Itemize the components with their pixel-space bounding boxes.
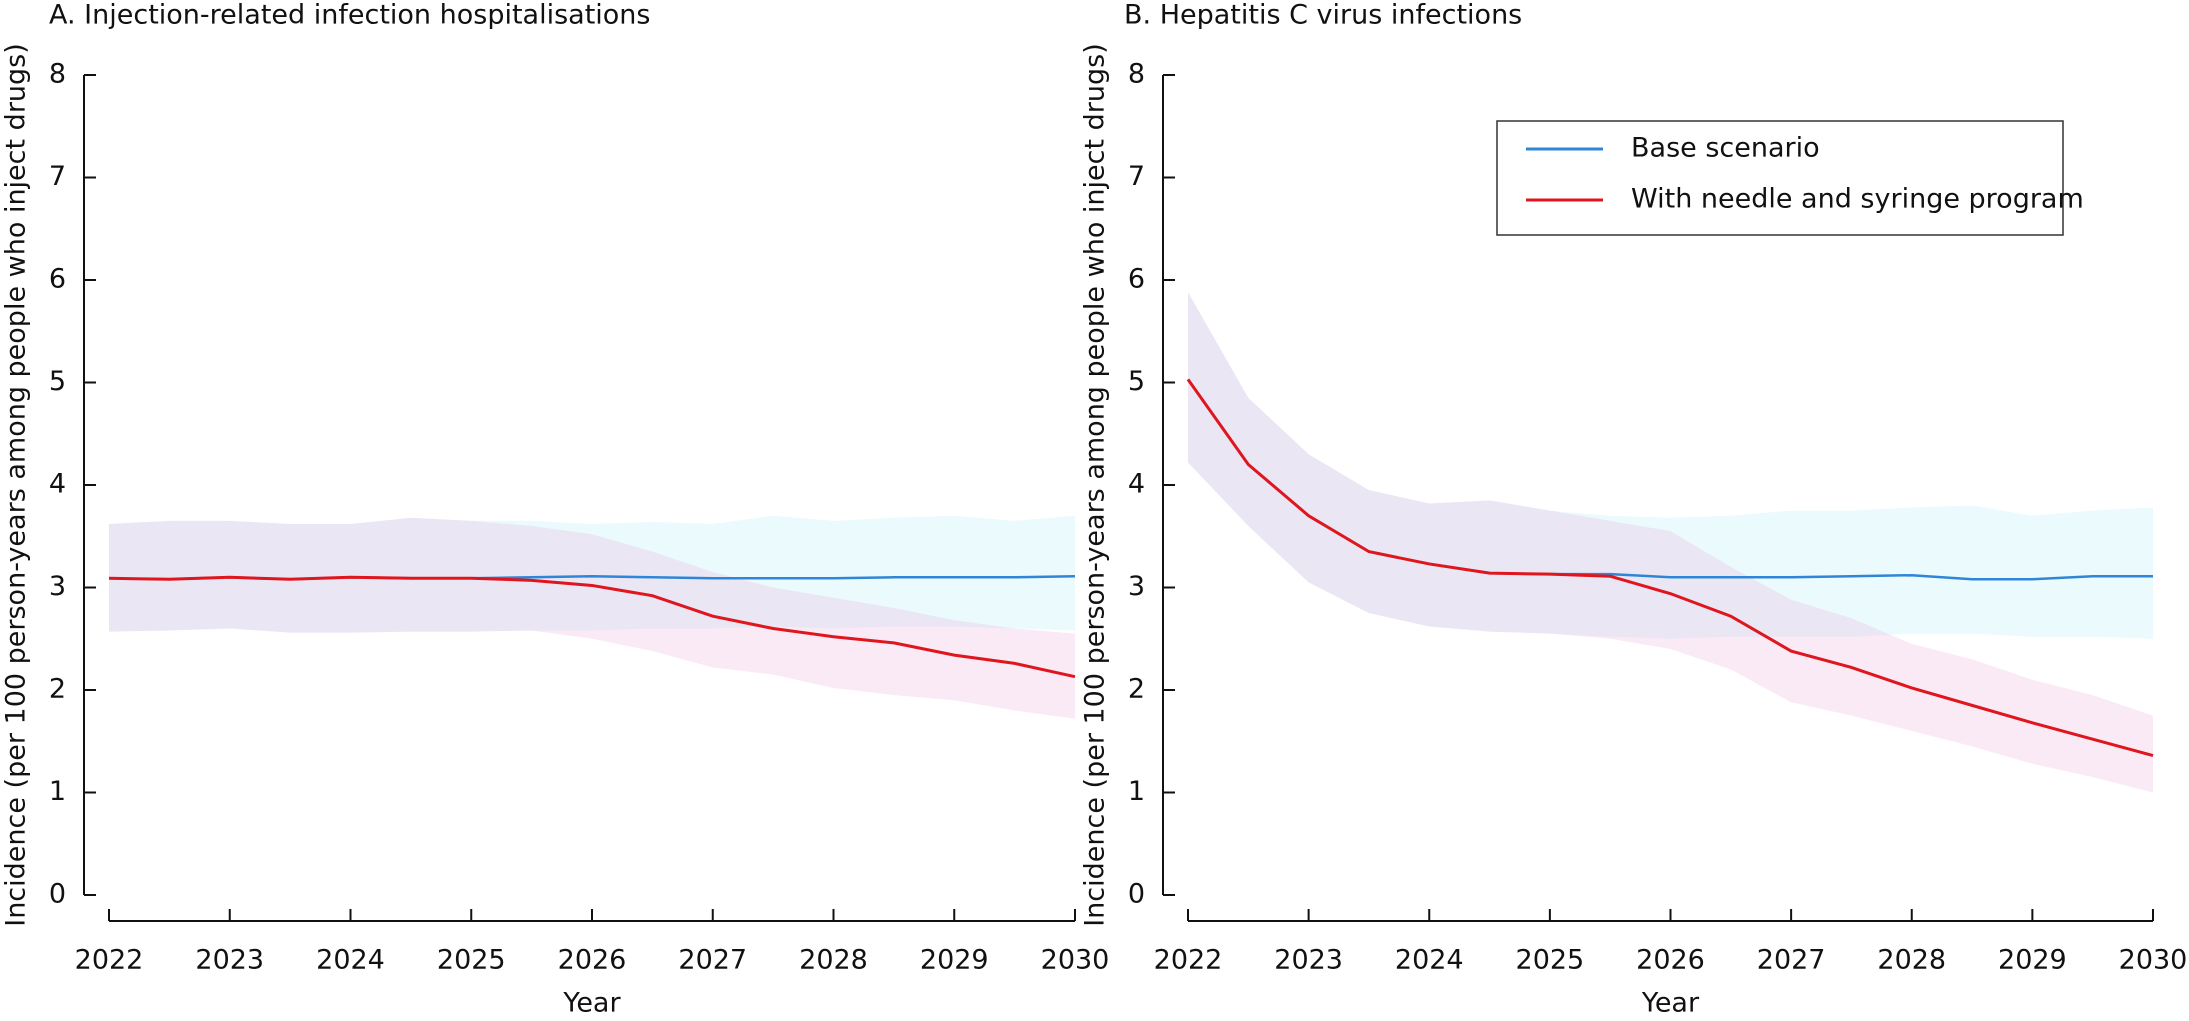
y-tick-label: 7 (1128, 161, 1145, 192)
x-tick-label: 2029 (920, 945, 989, 976)
y-tick-label: 5 (49, 366, 66, 397)
y-tick-label: 5 (1128, 366, 1145, 397)
x-axis-label: Year (1641, 988, 1700, 1019)
y-axis-label: Incidence (per 100 person-years among pe… (1080, 43, 1111, 927)
x-tick-label: 2026 (1636, 945, 1705, 976)
y-tick-label: 7 (49, 161, 66, 192)
y-tick-label: 2 (1128, 674, 1145, 705)
chart-title: A. Injection-related infection hospitali… (49, 0, 651, 31)
y-tick-label: 4 (1128, 469, 1145, 500)
y-tick-label: 3 (1128, 571, 1145, 602)
x-tick-label: 2025 (1516, 945, 1585, 976)
uncertainty-band (1188, 292, 2153, 793)
legend-label: Base scenario (1631, 133, 1820, 164)
x-tick-label: 2030 (1041, 945, 1110, 976)
y-tick-label: 6 (1128, 264, 1145, 295)
y-tick-label: 0 (49, 879, 66, 910)
y-tick-label: 4 (49, 469, 66, 500)
y-tick-label: 8 (1128, 59, 1145, 90)
y-tick-label: 8 (49, 59, 66, 90)
y-tick-label: 1 (49, 776, 66, 807)
legend-box (1496, 120, 2064, 236)
y-tick-label: 3 (49, 571, 66, 602)
x-tick-label: 2025 (437, 945, 506, 976)
uncertainty-band (109, 517, 1075, 719)
y-tick-label: 0 (1128, 879, 1145, 910)
x-tick-label: 2024 (1395, 945, 1464, 976)
x-tick-label: 2029 (1998, 945, 2067, 976)
chart-title: B. Hepatitis C virus infections (1124, 0, 1522, 31)
y-tick-label: 1 (1128, 776, 1145, 807)
x-tick-label: 2027 (678, 945, 747, 976)
x-tick-label: 2030 (2119, 945, 2188, 976)
x-tick-label: 2027 (1757, 945, 1826, 976)
y-tick-label: 6 (49, 264, 66, 295)
uncertainty-band (109, 515, 1075, 633)
x-tick-label: 2028 (1877, 945, 1946, 976)
series-line (1186, 378, 2154, 758)
x-tick-label: 2022 (75, 945, 144, 976)
x-tick-label: 2026 (558, 945, 627, 976)
legend-label: With needle and syringe program (1631, 184, 2084, 215)
y-axis-label: Incidence (per 100 person-years among pe… (1, 43, 32, 927)
y-tick-label: 2 (49, 674, 66, 705)
x-tick-label: 2024 (316, 945, 385, 976)
x-axis-label: Year (562, 988, 621, 1019)
x-tick-label: 2023 (1274, 945, 1343, 976)
series-line (108, 575, 1076, 679)
x-tick-label: 2022 (1154, 945, 1223, 976)
x-tick-label: 2028 (799, 945, 868, 976)
uncertainty-band (1188, 292, 2153, 639)
legend: Base scenario With needle and syringe pro… (1496, 120, 2084, 236)
x-tick-label: 2023 (195, 945, 264, 976)
